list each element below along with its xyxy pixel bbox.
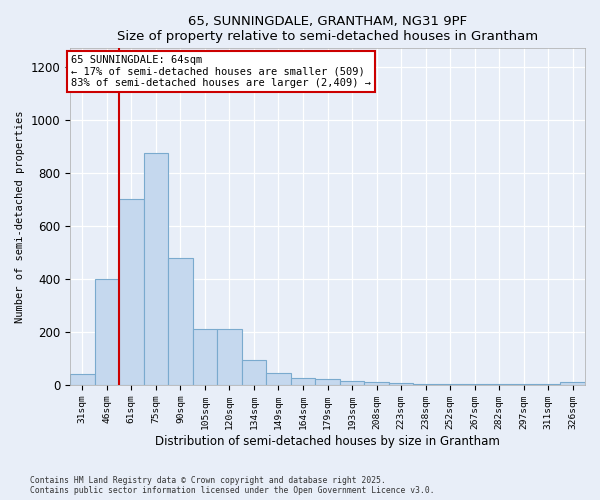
Y-axis label: Number of semi-detached properties: Number of semi-detached properties <box>15 110 25 323</box>
Bar <box>315 380 340 384</box>
Bar <box>364 382 389 384</box>
Bar <box>266 373 291 384</box>
Bar <box>168 258 193 384</box>
X-axis label: Distribution of semi-detached houses by size in Grantham: Distribution of semi-detached houses by … <box>155 434 500 448</box>
Text: Contains HM Land Registry data © Crown copyright and database right 2025.
Contai: Contains HM Land Registry data © Crown c… <box>30 476 434 495</box>
Text: 65 SUNNINGDALE: 64sqm
← 17% of semi-detached houses are smaller (509)
83% of sem: 65 SUNNINGDALE: 64sqm ← 17% of semi-deta… <box>71 55 371 88</box>
Bar <box>242 360 266 384</box>
Bar <box>119 200 143 384</box>
Bar <box>217 329 242 384</box>
Bar <box>291 378 315 384</box>
Title: 65, SUNNINGDALE, GRANTHAM, NG31 9PF
Size of property relative to semi-detached h: 65, SUNNINGDALE, GRANTHAM, NG31 9PF Size… <box>117 15 538 43</box>
Bar <box>70 374 95 384</box>
Bar <box>95 279 119 384</box>
Bar <box>143 153 168 384</box>
Bar <box>193 329 217 384</box>
Bar <box>560 382 585 384</box>
Bar <box>340 380 364 384</box>
